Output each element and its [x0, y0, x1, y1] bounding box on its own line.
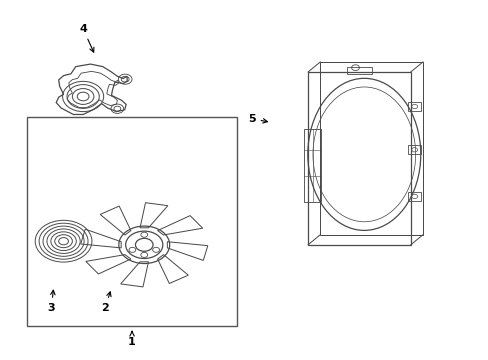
Bar [27, 117, 237, 326]
Text: 3: 3 [47, 290, 55, 313]
Bar [407, 192, 420, 201]
Bar [407, 102, 420, 111]
Text: 4: 4 [79, 24, 94, 52]
Bar [407, 145, 420, 154]
Text: 5: 5 [247, 114, 267, 124]
Text: 1: 1 [128, 331, 136, 347]
Bar [320, 62, 422, 235]
Bar [346, 67, 371, 74]
Bar [307, 72, 410, 245]
Text: 2: 2 [101, 292, 111, 313]
Bar [304, 129, 321, 202]
